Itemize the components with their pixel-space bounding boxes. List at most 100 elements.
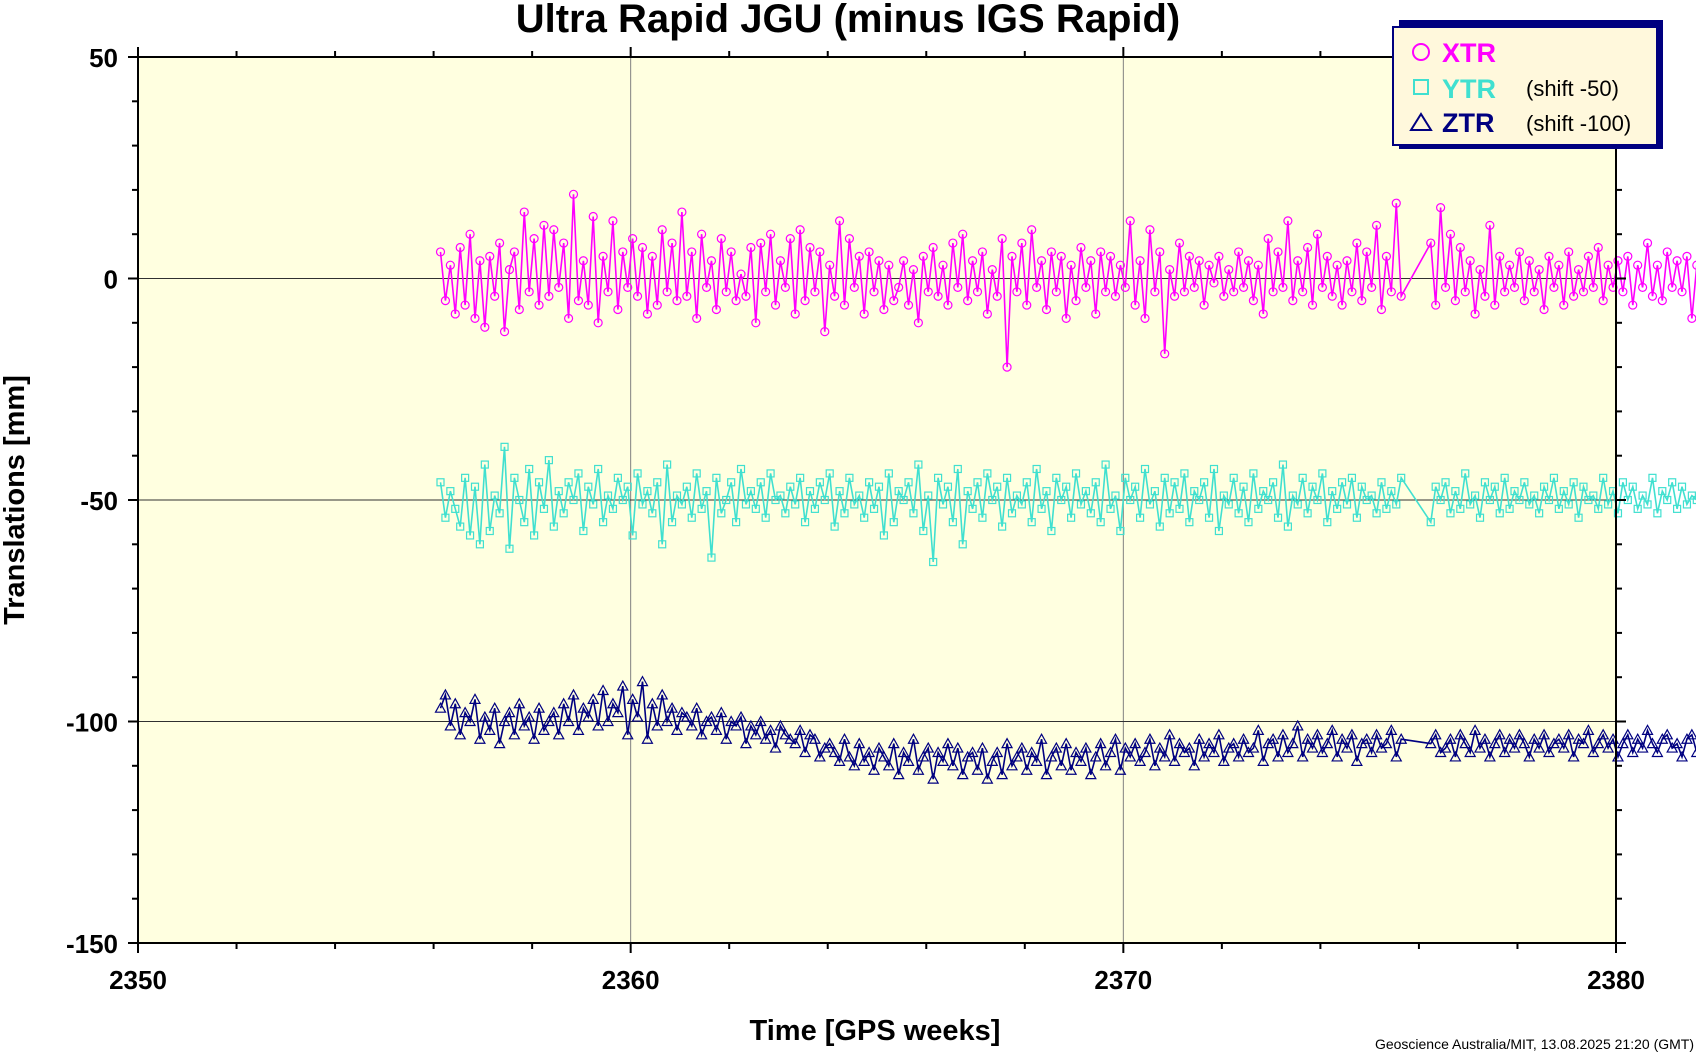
data-point	[1253, 260, 1263, 270]
data-point	[845, 473, 854, 482]
data-point	[1002, 362, 1012, 372]
data-point	[1667, 282, 1677, 292]
data-point	[967, 256, 978, 266]
data-point	[1114, 763, 1127, 775]
data-point	[1544, 495, 1554, 505]
data-point	[715, 706, 728, 718]
data-point	[776, 491, 785, 500]
data-point	[1528, 732, 1541, 744]
data-point	[1012, 287, 1022, 297]
data-point	[682, 291, 692, 301]
x-tick-label: 2360	[602, 965, 660, 995]
data-point	[1662, 247, 1672, 257]
data-point	[461, 473, 470, 482]
data-point	[1628, 300, 1638, 310]
data-point	[601, 715, 615, 727]
data-point	[483, 724, 496, 735]
data-point	[440, 296, 451, 306]
data-point	[735, 710, 748, 722]
data-point	[789, 737, 802, 749]
data-point	[1367, 282, 1377, 292]
data-point	[1470, 309, 1480, 319]
data-point	[769, 741, 782, 753]
data-point	[1321, 737, 1334, 749]
data-point	[1015, 741, 1028, 753]
data-point	[658, 540, 667, 549]
data-point	[958, 540, 967, 549]
data-point	[1539, 482, 1549, 491]
data-point	[790, 309, 800, 319]
data-point	[828, 746, 841, 758]
data-point	[436, 478, 445, 487]
data-point	[749, 728, 762, 740]
data-point	[751, 318, 761, 328]
data-point	[1089, 750, 1102, 762]
series-layer	[434, 189, 1696, 784]
data-point	[764, 724, 777, 735]
data-point	[456, 522, 465, 531]
data-point	[830, 522, 839, 531]
data-point	[1603, 260, 1613, 270]
data-point	[1311, 728, 1324, 740]
data-point	[623, 282, 633, 292]
data-point	[1579, 482, 1588, 491]
data-point	[1549, 282, 1559, 292]
data-point	[1480, 291, 1490, 301]
data-point	[933, 473, 943, 482]
data-point	[844, 234, 855, 244]
data-point	[1131, 482, 1140, 491]
data-point	[1288, 491, 1297, 500]
data-point	[825, 469, 834, 478]
data-point	[869, 287, 879, 297]
data-point	[918, 251, 928, 261]
data-point	[785, 234, 795, 244]
legend-marker-xtr	[1412, 43, 1430, 61]
data-point	[1429, 728, 1442, 740]
data-point	[495, 238, 505, 248]
data-point	[1554, 260, 1564, 270]
data-point	[1342, 500, 1352, 509]
data-point	[1564, 247, 1574, 257]
data-point	[865, 478, 874, 487]
data-point	[1163, 728, 1176, 740]
data-point	[519, 207, 529, 217]
series-ztr	[434, 675, 1696, 784]
y-tick-label: -100	[66, 708, 118, 738]
data-point	[963, 296, 973, 306]
data-point	[1189, 282, 1199, 292]
data-point	[1193, 732, 1206, 744]
chart-title: Ultra Rapid JGU (minus IGS Rapid)	[516, 0, 1181, 41]
data-point	[1169, 291, 1180, 301]
data-point	[808, 732, 821, 744]
data-point	[1027, 518, 1036, 527]
data-point	[1663, 495, 1672, 505]
data-point	[1623, 251, 1633, 261]
data-point	[518, 719, 531, 731]
data-point	[1030, 755, 1043, 766]
data-point	[1190, 487, 1199, 496]
data-point	[803, 728, 817, 740]
data-point	[1386, 287, 1396, 297]
data-point	[680, 710, 693, 722]
data-point	[1252, 724, 1265, 735]
data-point	[1165, 265, 1175, 275]
x-axis-label: Time [GPS weeks]	[750, 1015, 1001, 1047]
data-point	[1219, 291, 1229, 301]
data-point	[1508, 741, 1521, 753]
data-point	[1574, 513, 1583, 522]
data-point	[1367, 491, 1376, 500]
data-point	[1557, 741, 1570, 753]
data-point	[840, 509, 849, 518]
data-point	[667, 238, 677, 248]
data-point	[588, 211, 598, 222]
data-point	[1530, 491, 1539, 500]
data-point	[1022, 478, 1031, 487]
data-point	[1454, 728, 1467, 740]
data-point	[1604, 500, 1613, 509]
data-point	[1552, 732, 1565, 744]
data-point	[751, 504, 760, 513]
data-point	[877, 750, 890, 762]
data-point	[582, 710, 595, 722]
data-point	[948, 518, 957, 527]
data-point	[889, 296, 899, 306]
